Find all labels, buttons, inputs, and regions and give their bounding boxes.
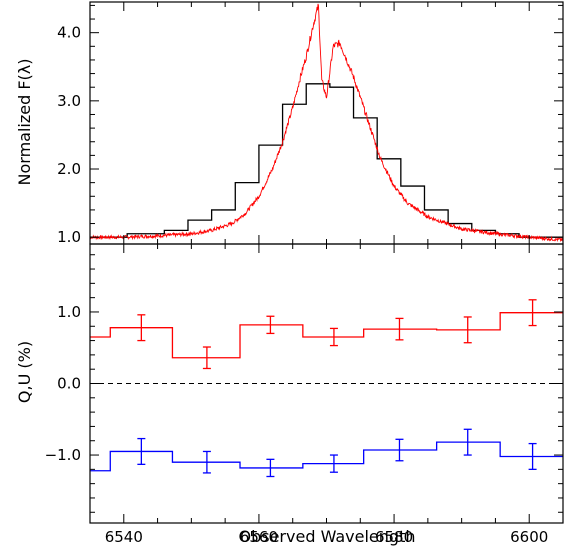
bottom-y-axis-title: Q,U (%)	[15, 341, 34, 403]
flux-panel: 1.0 2.0 3.0 4.0	[57, 1, 564, 246]
y-tick-label: 3.0	[57, 92, 81, 110]
x-tick-label: 6540	[105, 528, 143, 546]
histogram-series-1	[90, 441, 563, 472]
y-tick-label: 1.0	[57, 228, 81, 246]
y-tick-label: 2.0	[57, 160, 81, 178]
plot-frame	[89, 1, 564, 245]
y-tick-label: −1.0	[45, 446, 81, 464]
x-tick-label: 6580	[375, 528, 413, 546]
plot-area	[90, 3, 563, 243]
y-tick-label: 4.0	[57, 24, 81, 42]
x-tick-label: 6600	[510, 528, 548, 546]
spectrum-line	[90, 3, 563, 243]
x-tick-label: 6560	[240, 528, 278, 546]
x-axis-title: Observed Wavelength	[239, 527, 416, 546]
top-y-axis-title: Normalized F(λ)	[15, 59, 34, 186]
polarization-panel: 6540 6560 6580 6600 −1.0 0.0 1.0	[45, 243, 564, 546]
histogram-series-0	[90, 312, 563, 359]
y-tick-label: 1.0	[57, 303, 81, 321]
histogram-series-0	[90, 83, 563, 238]
plot-area	[90, 299, 563, 478]
y-tick-label: 0.0	[57, 375, 81, 393]
